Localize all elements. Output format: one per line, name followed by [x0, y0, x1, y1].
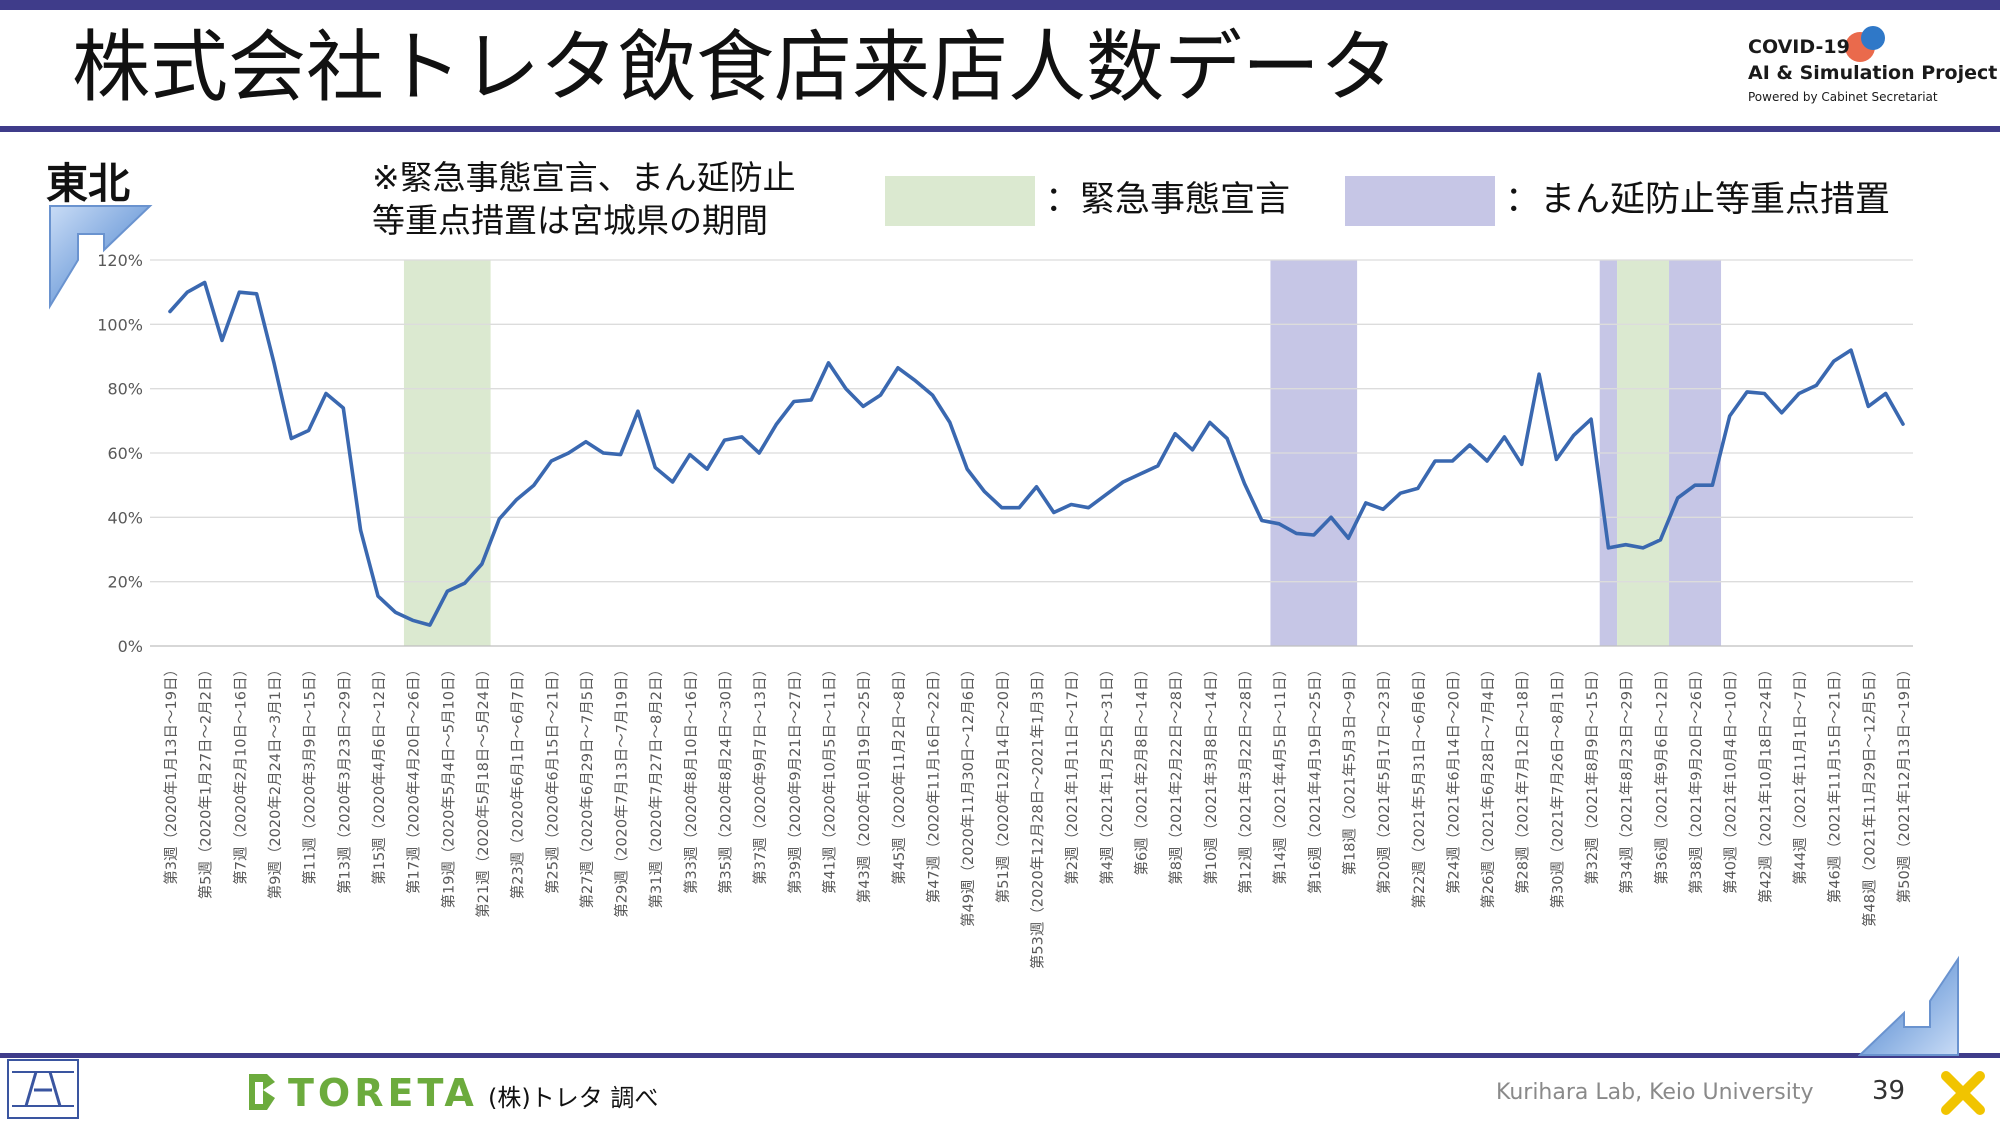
x-tick-label: 第38週（2021年9月20日～26日）: [1687, 662, 1705, 894]
covid-logo-dots: [1840, 24, 1890, 64]
x-tick-label: 第40週（2021年10月4日～10日）: [1722, 662, 1740, 894]
legend-label-quasi: ：まん延防止等重点措置: [1505, 180, 1891, 220]
visits-line-chart: 0% 20% 40% 60% 80% 100% 120% 第3週（2020年1月13日～19日…: [97, 251, 1913, 969]
x-tick-label: 第53週（2020年12月28日～2021年1月3日）: [1029, 662, 1047, 969]
logo-line3: Powered by Cabinet Secretariat: [1748, 90, 1938, 104]
x-tick-label: 第7週（2020年2月10日～16日）: [231, 662, 249, 885]
x-tick-label: 第22週（2021年5月31日～6月6日）: [1410, 662, 1428, 908]
x-tick-label: 第34週（2021年8月23日～29日）: [1618, 662, 1636, 894]
x-tick-label: 第35週（2020年8月24日～30日）: [717, 662, 735, 894]
x-tick-label: 第28週（2021年7月12日～18日）: [1514, 662, 1532, 894]
x-tick-label: 第32週（2021年8月9日～15日）: [1583, 662, 1601, 885]
x-tick-label: 第44週（2021年11月1日～7日）: [1791, 662, 1809, 885]
x-tick-label: 第24週（2021年6月14日～20日）: [1444, 662, 1462, 894]
legend-label-emergency: ：緊急事態宣言: [1045, 180, 1291, 220]
y-tick-label: 0%: [118, 637, 143, 656]
x-tick-label: 第12週（2021年3月22日～28日）: [1236, 662, 1254, 894]
x-tick-label: 第29週（2020年7月13日～7月19日）: [613, 662, 631, 918]
y-tick-label: 100%: [97, 315, 143, 334]
page-number: 39: [1872, 1076, 1906, 1106]
y-tick-label: 60%: [107, 444, 143, 463]
toreta-logo-icon: [249, 1074, 275, 1110]
x-tick-label: 第23週（2020年6月1日～6月7日）: [509, 662, 527, 899]
footer-divider: [0, 1053, 2000, 1058]
corner-arrow-top-icon: [49, 205, 153, 310]
x-tick-label: 第17週（2020年4月20日～26日）: [405, 662, 423, 894]
x-tick-label: 第19週（2020年5月4日～5月10日）: [439, 662, 457, 908]
x-tick-label: 第27週（2020年6月29日～7月5日）: [578, 662, 596, 908]
header-divider: [0, 126, 2000, 132]
x-tick-label: 第50週（2021年12月13日～19日）: [1895, 662, 1913, 903]
x-tick-label: 第13週（2020年3月23日～29日）: [335, 662, 353, 894]
x-tick-label: 第41週（2020年10月5日～11日）: [821, 662, 839, 894]
x-tick-label: 第4週（2021年1月25日～31日）: [1098, 662, 1116, 885]
x-tick-label: 第21週（2020年5月18日～5月24日）: [474, 662, 492, 918]
x-tick-label: 第30週（2021年7月26日～8月1日）: [1548, 662, 1566, 908]
x-cross-logo-icon: [1941, 1071, 1985, 1115]
x-tick-label: 第45週（2020年11月2日～8日）: [890, 662, 908, 885]
y-tick-label: 20%: [107, 573, 143, 592]
period-note: ※緊急事態宣言、まん延防止 等重点措置は宮城県の期間: [372, 156, 796, 242]
toreta-brand: TORETA: [288, 1071, 478, 1115]
period-note-line2: 等重点措置は宮城県の期間: [372, 201, 768, 240]
x-tick-label: 第36週（2021年9月6日～12日）: [1652, 662, 1670, 885]
x-tick-label: 第20週（2021年5月17日～23日）: [1375, 662, 1393, 894]
data-source: (株)トレタ 調べ: [488, 1084, 659, 1112]
x-tick-label: 第8週（2021年2月22日～28日）: [1167, 662, 1185, 885]
x-tick-label: 第26週（2021年6月28日～7月4日）: [1479, 662, 1497, 908]
y-tick-label: 80%: [107, 380, 143, 399]
x-tick-label: 第16週（2021年4月19日～25日）: [1306, 662, 1324, 894]
x-tick-label: 第2週（2021年1月11日～17日）: [1063, 662, 1081, 885]
x-tick-label: 第51週（2020年12月14日～20日）: [994, 662, 1012, 903]
page-title: 株式会社トレタ飲食店来店人数データ: [72, 23, 1399, 113]
x-tick-label: 第39週（2020年9月21日～27日）: [786, 662, 804, 894]
x-tick-label: 第37週（2020年9月7日～13日）: [751, 662, 769, 885]
x-tick-label: 第3週（2020年1月13日～19日）: [162, 662, 180, 885]
top-accent-bar: [0, 0, 2000, 10]
logo-line2: AI & Simulation Project: [1748, 62, 1998, 84]
covid-logo: COVID-19 AI & Simulation Project Powered…: [1748, 34, 1997, 106]
x-tick-label: 第25週（2020年6月15日～21日）: [543, 662, 561, 894]
x-tick-label: 第5週（2020年1月27日～2月2日）: [197, 662, 215, 899]
x-tick-label: 第18週（2021年5月3日～9日）: [1340, 662, 1358, 876]
x-tick-label: 第49週（2020年11月30日～12月6日）: [959, 662, 977, 927]
x-tick-label: 第42週（2021年10月18日～24日）: [1756, 662, 1774, 903]
university-logo-icon: [7, 1059, 79, 1119]
period-note-line1: ※緊急事態宣言、まん延防止: [372, 158, 796, 197]
x-tick-label: 第11週（2020年3月9日～15日）: [301, 662, 319, 885]
x-tick-label: 第10週（2021年3月8日～14日）: [1202, 662, 1220, 885]
legend-swatch-emergency: [885, 176, 1035, 226]
x-tick-label: 第31週（2020年7月27日～8月2日）: [647, 662, 665, 908]
x-tick-label: 第33週（2020年8月10日～16日）: [682, 662, 700, 894]
x-tick-label: 第15週（2020年4月6日～12日）: [370, 662, 388, 885]
corner-arrow-bottom-icon: [1858, 955, 1959, 1056]
y-tick-label: 120%: [97, 251, 143, 270]
y-tick-label: 40%: [107, 508, 143, 527]
logo-dots-icon: [1845, 26, 1885, 62]
lab-credit: Kurihara Lab, Keio University: [1496, 1080, 1814, 1105]
x-tick-label: 第48週（2021年11月29日～12月5日）: [1860, 662, 1878, 927]
x-tick-label: 第9週（2020年2月24日～3月1日）: [266, 662, 284, 899]
logo-line1: COVID-19: [1748, 36, 1850, 58]
x-tick-label: 第46週（2021年11月15日～21日）: [1826, 662, 1844, 903]
x-tick-label: 第6週（2021年2月8日～14日）: [1132, 662, 1150, 876]
x-tick-label: 第43週（2020年10月19日～25日）: [855, 662, 873, 903]
x-tick-label: 第47週（2020年11月16日～22日）: [925, 662, 943, 903]
region-label: 東北: [46, 159, 131, 208]
x-tick-label: 第14週（2021年4月5日～11日）: [1271, 662, 1289, 885]
visits-series-line: [168, 280, 1905, 627]
legend-swatch-quasi: [1345, 176, 1495, 226]
